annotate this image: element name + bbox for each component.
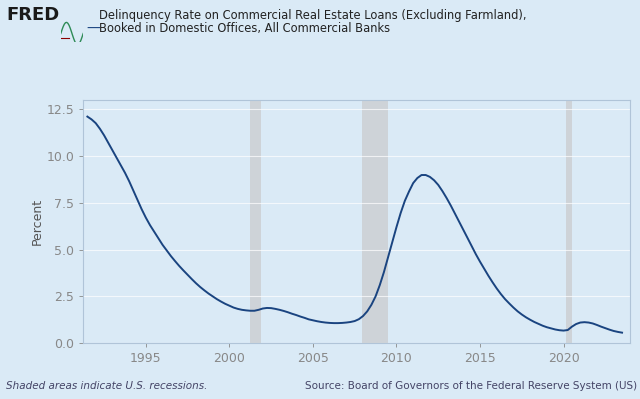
Text: —: —: [86, 22, 100, 36]
Text: Source: Board of Governors of the Federal Reserve System (US): Source: Board of Governors of the Federa…: [305, 381, 637, 391]
Y-axis label: Percent: Percent: [31, 198, 44, 245]
Bar: [362, 100, 388, 343]
Text: Delinquency Rate on Commercial Real Estate Loans (Excluding Farmland),: Delinquency Rate on Commercial Real Esta…: [99, 9, 527, 22]
Bar: [566, 100, 572, 343]
Text: Booked in Domestic Offices, All Commercial Banks: Booked in Domestic Offices, All Commerci…: [99, 22, 390, 35]
Text: Shaded areas indicate U.S. recessions.: Shaded areas indicate U.S. recessions.: [6, 381, 208, 391]
Bar: [250, 100, 262, 343]
Text: FRED: FRED: [6, 6, 60, 24]
